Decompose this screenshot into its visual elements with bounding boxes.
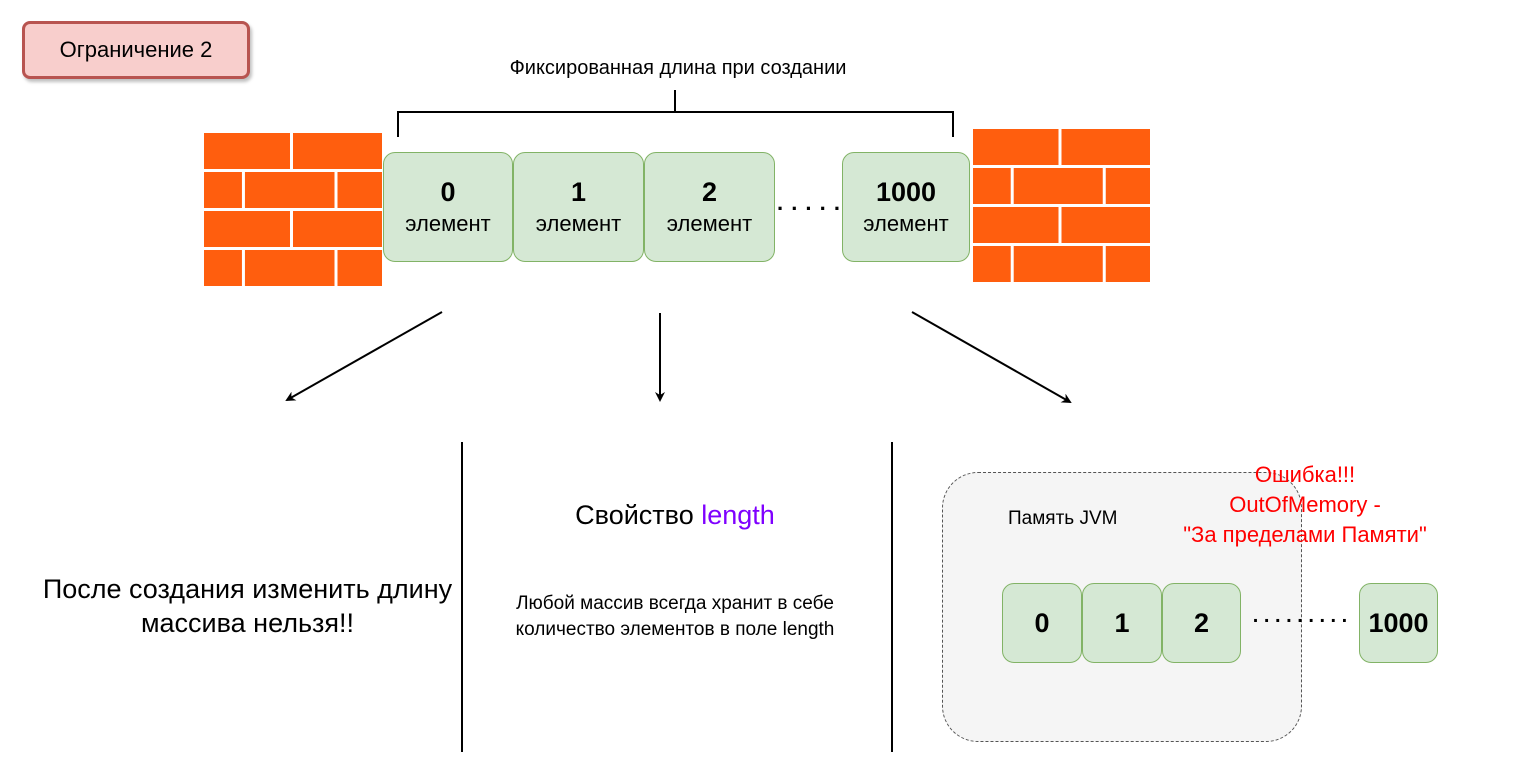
brick — [973, 207, 1059, 243]
array-cell: 1 элемент — [513, 152, 644, 262]
array-cell: 1000 элемент — [842, 152, 970, 262]
oom-error-line: Ошибка!!! — [1254, 462, 1356, 487]
brick — [1105, 246, 1150, 282]
jvm-memory-label: Память JVM — [1008, 508, 1118, 529]
brick — [293, 133, 382, 169]
left-text: После создания изменить длину массива не… — [42, 574, 453, 638]
length-title-prefix: Свойство — [575, 500, 702, 530]
cell-label: элемент — [405, 211, 491, 236]
memory-cell: 1 — [1082, 583, 1162, 663]
memory-cell-overflow: 1000 — [1359, 583, 1438, 663]
length-keyword: length — [701, 500, 775, 530]
array-cell: 0 элемент — [383, 152, 513, 262]
brick — [973, 246, 1011, 282]
memory-cell: 0 — [1002, 583, 1082, 663]
length-title: Свойство length — [470, 500, 880, 531]
brick — [337, 172, 382, 208]
oom-error-line: OutOfMemory - — [1229, 492, 1381, 517]
cell-label: элемент — [863, 211, 949, 236]
brick — [973, 168, 1011, 204]
array-cell: 2 элемент — [644, 152, 775, 262]
brick — [1105, 168, 1150, 204]
bracket-label: Фиксированная длина при создании — [509, 57, 847, 79]
constraint-tag: Ограничение 2 — [22, 21, 250, 79]
brick — [204, 250, 242, 286]
cell-index: 0 — [440, 177, 456, 207]
fixed-length-bracket — [397, 90, 954, 137]
oom-error-line: "За пределами Памяти" — [1183, 522, 1427, 547]
arrow-right — [911, 311, 1072, 403]
memory-cell-index: 1000 — [1368, 607, 1429, 638]
memory-ellipsis: . . . . . . . . . — [1252, 605, 1348, 627]
brick — [204, 172, 242, 208]
array-ellipsis: . . . . . — [776, 190, 841, 215]
brick — [973, 129, 1059, 165]
brick — [1061, 129, 1150, 165]
arrow-left — [285, 311, 443, 401]
brick-wall-left-icon — [204, 133, 382, 286]
brick — [1061, 207, 1150, 243]
brick — [337, 250, 382, 286]
brick — [204, 211, 290, 247]
cell-label: элемент — [666, 211, 753, 236]
oom-error-text: Ошибка!!! OutOfMemory - "За пределами Па… — [1150, 460, 1460, 550]
brick — [244, 172, 335, 208]
memory-cell-index: 1 — [1114, 607, 1130, 638]
separator-left — [461, 442, 463, 752]
separator-right — [891, 442, 893, 752]
brick — [1013, 168, 1103, 204]
constraint-tag-label: Ограничение 2 — [59, 37, 213, 62]
brick — [1013, 246, 1103, 282]
memory-cell-index: 0 — [1034, 607, 1050, 638]
cell-index: 1 — [570, 177, 587, 207]
cell-index: 2 — [701, 177, 718, 207]
brick — [204, 133, 290, 169]
length-description: Любой массив всегда хранит в себе количе… — [515, 593, 835, 640]
memory-cell: 2 — [1162, 583, 1241, 663]
brick-wall-right-icon — [973, 129, 1150, 282]
brick — [293, 211, 382, 247]
memory-cell-index: 2 — [1193, 607, 1210, 638]
cell-index: 1000 — [875, 177, 937, 207]
brick — [244, 250, 335, 286]
cell-label: элемент — [535, 211, 622, 236]
